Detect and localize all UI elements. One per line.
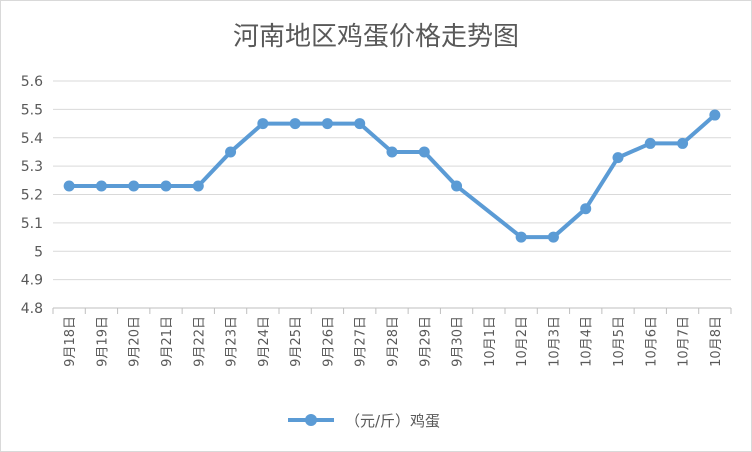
data-point (321, 118, 333, 130)
data-point (515, 231, 527, 243)
y-tick-label: 5.2 (21, 188, 43, 204)
x-tick-label: 9月28日 (386, 316, 401, 367)
x-tick-label: 10月6日 (644, 316, 659, 367)
data-point (128, 180, 140, 192)
x-tick-label: 9月25日 (289, 316, 304, 367)
x-tick-label: 9月26日 (321, 316, 336, 367)
x-tick-label: 9月20日 (128, 316, 143, 367)
data-point (95, 180, 107, 192)
data-point (192, 180, 204, 192)
data-point (386, 146, 398, 158)
data-point (451, 180, 463, 192)
y-tick-label: 4.8 (21, 301, 43, 317)
data-point (418, 146, 430, 158)
x-tick-label: 10月4日 (580, 316, 595, 367)
x-tick-label: 9月18日 (63, 316, 78, 367)
data-point (225, 146, 237, 158)
y-tick-label: 4.9 (21, 273, 43, 289)
y-tick-label: 5.6 (21, 74, 43, 90)
gridlines (53, 80, 731, 309)
data-point (644, 137, 656, 149)
data-point (547, 231, 559, 243)
data-point (289, 118, 301, 130)
x-tick-label: 9月19日 (95, 316, 110, 367)
y-tick-label: 5.5 (21, 102, 43, 118)
legend-point-marker (305, 414, 317, 426)
x-tick-label: 9月22日 (192, 316, 207, 367)
y-tick-label: 5 (34, 244, 43, 260)
data-point (63, 180, 75, 192)
x-tick-label: 10月1日 (483, 316, 498, 367)
y-tick-label: 5.1 (21, 216, 43, 232)
data-point (160, 180, 172, 192)
y-tick-label: 5.4 (21, 131, 43, 147)
x-tick-label: 10月3日 (547, 316, 562, 367)
y-axis-ticks: 4.8 4.9 5 5.1 5.2 5.3 5.4 5.5 5.6 (21, 74, 43, 317)
x-tick-label: 9月29日 (418, 316, 433, 367)
series-layer (63, 109, 721, 243)
series-line (67, 113, 717, 240)
x-tick-label: 9月27日 (354, 316, 369, 367)
data-point (354, 118, 366, 130)
x-tick-label: 10月2日 (515, 316, 530, 367)
data-point (677, 137, 689, 149)
legend: （元/斤）鸡蛋 (288, 412, 440, 430)
x-tick-label: 9月24日 (257, 316, 272, 367)
legend-label: （元/斤）鸡蛋 (345, 412, 440, 430)
x-tick-label: 9月30日 (451, 316, 466, 367)
data-point (709, 109, 721, 121)
x-tick-label: 9月21日 (160, 316, 175, 367)
data-point (580, 203, 592, 215)
x-axis-ticks: 9月18日 9月19日 9月20日 9月21日 9月22日 9月23日 9月24日 9月25日… (52, 308, 732, 367)
chart-title: 河南地区鸡蛋价格走势图 (233, 22, 519, 52)
y-tick-label: 5.3 (21, 159, 43, 175)
x-tick-label: 9月23日 (225, 316, 240, 367)
x-tick-label: 10月7日 (677, 316, 692, 367)
data-point (612, 152, 624, 164)
x-tick-label: 10月8日 (709, 316, 724, 367)
data-point (257, 118, 269, 130)
x-tick-label: 10月5日 (612, 316, 627, 367)
